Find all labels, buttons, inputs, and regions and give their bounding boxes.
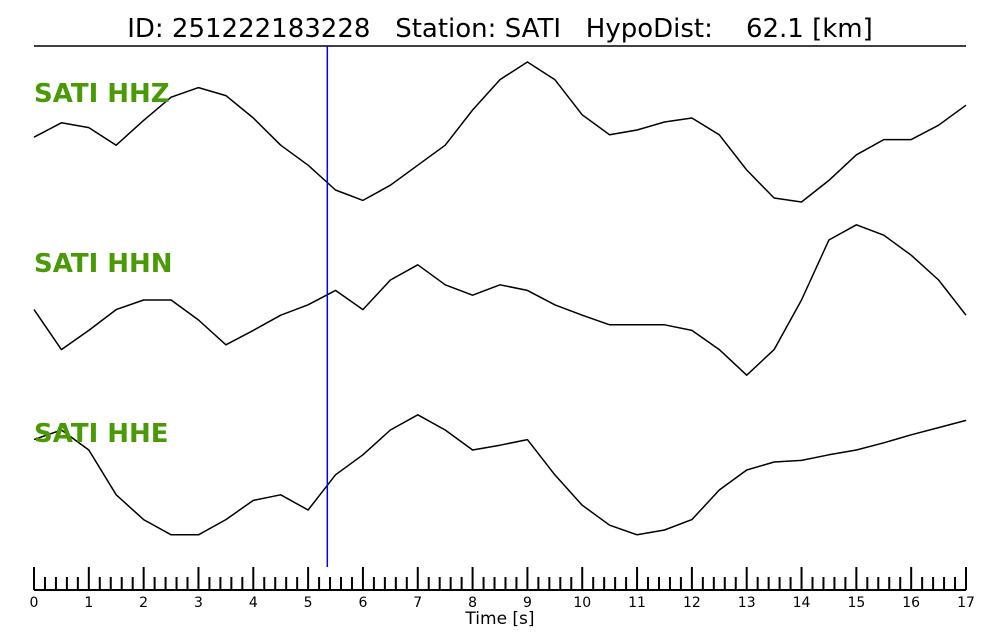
x-tick-label: 0 — [30, 595, 39, 611]
waveform — [33, 414, 967, 536]
x-tick-label: 7 — [413, 595, 422, 611]
x-tick-label: 10 — [573, 595, 591, 611]
x-tick-label: 4 — [249, 595, 258, 611]
waveform — [33, 61, 967, 203]
chart-title: ID: 251222183228 Station: SATI HypoDist:… — [127, 14, 873, 44]
x-tick-label: 5 — [304, 595, 313, 611]
x-tick-label: 16 — [902, 595, 920, 611]
x-tick-label: 1 — [84, 595, 93, 611]
trace-label: SATI HHE — [34, 419, 169, 449]
x-tick-label: 13 — [738, 595, 756, 611]
x-tick-label: 15 — [847, 595, 865, 611]
trace-label: SATI HHZ — [34, 79, 170, 109]
x-tick-label: 12 — [683, 595, 701, 611]
x-tick-label: 11 — [628, 595, 646, 611]
x-tick-label: 6 — [358, 595, 367, 611]
waveform — [33, 224, 967, 376]
x-tick-label: 14 — [793, 595, 811, 611]
x-tick-label: 8 — [468, 595, 477, 611]
x-axis-label: Time [s] — [464, 609, 534, 629]
x-tick-label: 2 — [139, 595, 148, 611]
trace-label: SATI HHN — [34, 249, 173, 279]
x-tick-label: 3 — [194, 595, 203, 611]
x-tick-label: 9 — [523, 595, 532, 611]
x-tick-label: 17 — [957, 595, 975, 611]
